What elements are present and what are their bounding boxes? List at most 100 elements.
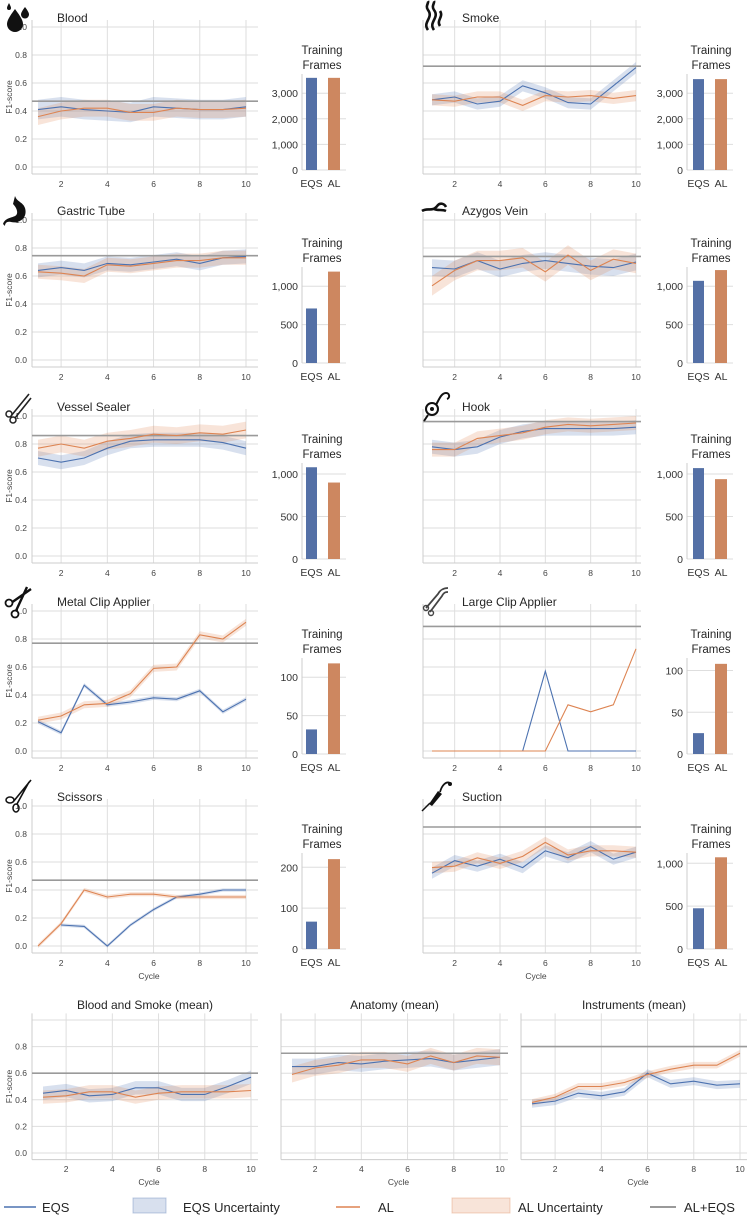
bar-y-tick-label: 0 bbox=[677, 165, 683, 177]
panel-title: Anatomy (mean) bbox=[350, 998, 439, 1012]
bar-eqs bbox=[306, 729, 317, 754]
clip-ring bbox=[12, 611, 19, 618]
x-tick-label: 8 bbox=[202, 1164, 207, 1174]
x-tick-label: 2 bbox=[452, 763, 457, 773]
panel-title: Blood bbox=[57, 11, 88, 25]
bar-x-label-eqs: EQS bbox=[687, 957, 709, 969]
x-tick-label: 4 bbox=[105, 372, 110, 382]
x-tick-label: 6 bbox=[151, 568, 156, 578]
bar-title: Frames bbox=[303, 449, 342, 461]
bar-al bbox=[328, 663, 340, 754]
y-axis-label: F1-score bbox=[4, 1069, 14, 1103]
bar-y-tick-label: 100 bbox=[280, 903, 298, 915]
bar-title: Frames bbox=[303, 60, 342, 72]
bar-x-label-al: AL bbox=[715, 957, 728, 969]
x-tick-label: 8 bbox=[588, 372, 593, 382]
y-tick-label: 0.0 bbox=[15, 551, 27, 561]
bar-x-label-eqs: EQS bbox=[300, 371, 322, 383]
bar-x-label-eqs: EQS bbox=[687, 371, 709, 383]
y-tick-label: 0.4 bbox=[15, 885, 27, 895]
smoke-wave bbox=[426, 1, 429, 30]
x-tick-label: 6 bbox=[151, 179, 156, 189]
smoke-wave bbox=[432, 1, 435, 30]
legend-item-ref: AL+EQS bbox=[650, 1200, 735, 1215]
y-axis-label: F1-score bbox=[4, 859, 14, 893]
legend-item-al_unc: AL Uncertainty bbox=[452, 1198, 603, 1215]
y-tick-label: 0.0 bbox=[15, 355, 27, 365]
smoke-wave bbox=[439, 11, 441, 26]
x-tick-label: 2 bbox=[59, 372, 64, 382]
bar-eqs bbox=[693, 468, 704, 559]
legend-label: EQS bbox=[42, 1200, 70, 1215]
drop-shape bbox=[21, 7, 29, 19]
x-tick-label: 4 bbox=[359, 1164, 364, 1174]
y-tick-label: 0.6 bbox=[15, 662, 27, 672]
x-tick-label: 10 bbox=[631, 179, 641, 189]
bar-eqs bbox=[306, 922, 317, 949]
suction-icon bbox=[422, 782, 452, 811]
y-tick-label: 0.6 bbox=[15, 857, 27, 867]
bar-eqs bbox=[693, 79, 704, 170]
legend-label: AL+EQS bbox=[684, 1200, 735, 1215]
x-tick-label: 8 bbox=[197, 958, 202, 968]
y-axis-label: F1-score bbox=[4, 80, 14, 114]
x-tick-label: 4 bbox=[599, 1164, 604, 1174]
al-uncertainty-band bbox=[432, 245, 636, 295]
x-axis-label: Cycle bbox=[138, 971, 160, 981]
bar-x-label-al: AL bbox=[328, 567, 341, 579]
al-line bbox=[432, 649, 636, 751]
y-tick-label: 0.6 bbox=[15, 78, 27, 88]
bar-title: Training bbox=[301, 824, 342, 836]
x-tick-label: 2 bbox=[59, 568, 64, 578]
y-tick-label: 0.2 bbox=[15, 327, 27, 337]
bar-eqs bbox=[693, 733, 704, 754]
x-tick-label: 8 bbox=[451, 1164, 456, 1174]
x-tick-label: 10 bbox=[246, 1164, 256, 1174]
al-uncertainty-band bbox=[38, 619, 246, 724]
bar-title: Training bbox=[301, 434, 342, 446]
bar-al bbox=[715, 857, 727, 949]
x-tick-label: 4 bbox=[105, 179, 110, 189]
panel-title: Smoke bbox=[462, 11, 500, 25]
eqs-uncertainty-band bbox=[532, 1069, 740, 1108]
x-tick-label: 4 bbox=[498, 763, 503, 773]
vein-icon bbox=[422, 204, 446, 211]
x-tick-label: 10 bbox=[631, 763, 641, 773]
y-tick-label: 0.0 bbox=[15, 941, 27, 951]
x-tick-label: 6 bbox=[151, 763, 156, 773]
x-tick-label: 8 bbox=[197, 763, 202, 773]
y-tick-label: 0.6 bbox=[15, 1068, 27, 1078]
y-tick-label: 0.2 bbox=[15, 913, 27, 923]
x-tick-label: 8 bbox=[197, 372, 202, 382]
al-uncertainty-band bbox=[38, 422, 246, 457]
bar-y-tick-label: 500 bbox=[280, 512, 298, 524]
x-tick-label: 8 bbox=[197, 568, 202, 578]
bar-x-label-eqs: EQS bbox=[687, 567, 709, 579]
legend-item-eqs_unc: EQS Uncertainty bbox=[133, 1198, 280, 1215]
bar-y-tick-label: 0 bbox=[677, 358, 683, 370]
x-tick-label: 10 bbox=[241, 372, 251, 382]
bar-x-label-al: AL bbox=[715, 371, 728, 383]
bar-title: Training bbox=[301, 629, 342, 641]
bar-y-tick-label: 1,000 bbox=[272, 281, 298, 293]
bar-al bbox=[328, 859, 340, 949]
x-tick-label: 4 bbox=[105, 763, 110, 773]
x-tick-label: 6 bbox=[645, 1164, 650, 1174]
bar-x-label-eqs: EQS bbox=[687, 178, 709, 190]
bar-eqs bbox=[306, 308, 317, 363]
bar-x-label-eqs: EQS bbox=[300, 567, 322, 579]
bar-title: Frames bbox=[692, 60, 731, 72]
bar-y-tick-label: 500 bbox=[665, 901, 683, 913]
bar-title: Frames bbox=[303, 839, 342, 851]
y-tick-label: 0.4 bbox=[15, 1095, 27, 1105]
bar-y-tick-label: 0 bbox=[677, 749, 683, 761]
eqs-line bbox=[432, 671, 636, 751]
bar-al bbox=[715, 79, 727, 170]
y-tick-label: 0.6 bbox=[15, 467, 27, 477]
